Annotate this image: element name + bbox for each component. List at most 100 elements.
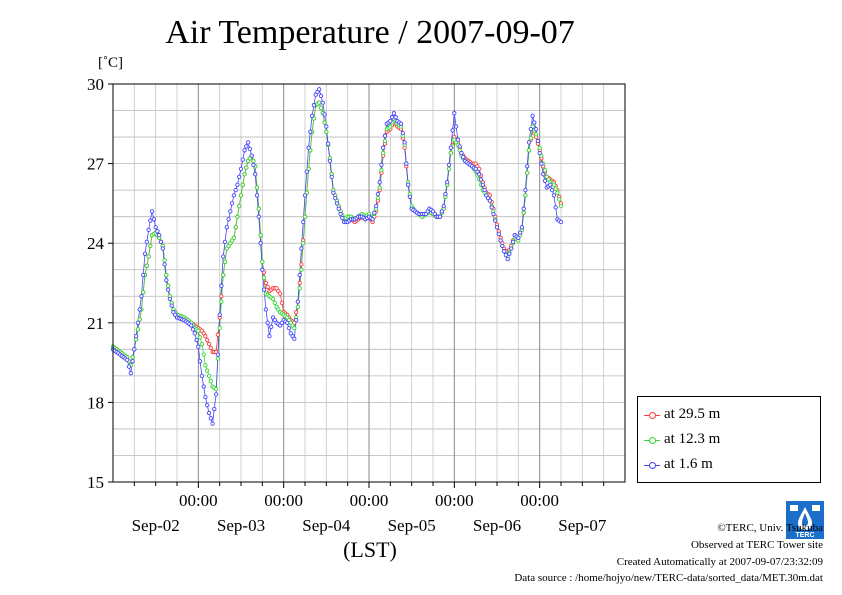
data-point <box>295 304 301 310</box>
data-point <box>382 138 388 144</box>
data-point <box>229 201 235 206</box>
data-point <box>407 194 413 199</box>
created-timestamp-text: Created Automatically at 2007-09-07/23:3… <box>616 556 823 568</box>
data-point <box>224 225 229 230</box>
data-point <box>297 280 302 286</box>
data-point <box>235 214 240 219</box>
data-point <box>489 205 494 210</box>
x-time-label: 00:00 <box>264 491 303 510</box>
data-point <box>242 148 247 153</box>
legend-label: at 1.6 m <box>664 456 713 472</box>
data-point <box>530 113 535 118</box>
data-point <box>164 278 169 283</box>
data-point <box>533 126 539 132</box>
data-point <box>144 263 149 268</box>
data-point <box>272 300 277 306</box>
data-point <box>253 172 258 177</box>
data-point <box>270 296 276 302</box>
data-point <box>165 287 171 292</box>
data-point <box>165 283 171 288</box>
data-point <box>208 345 213 351</box>
data-point <box>549 187 555 193</box>
data-point <box>205 368 210 373</box>
observed-site-text: Observed at TERC Tower site <box>690 539 823 551</box>
data-point <box>251 158 256 164</box>
data-point <box>370 217 375 222</box>
data-point <box>372 210 377 215</box>
data-point <box>219 294 224 299</box>
x-date-label: Sep-07 <box>558 516 607 535</box>
data-point <box>219 283 224 288</box>
data-point <box>558 203 564 209</box>
data-point <box>249 153 254 158</box>
data-point <box>240 157 245 162</box>
data-point <box>338 211 343 217</box>
data-point <box>261 287 267 292</box>
data-point <box>265 320 270 325</box>
data-point <box>516 235 521 241</box>
data-point <box>334 201 340 206</box>
y-tick-label: 15 <box>87 473 104 492</box>
x-date-label: Sep-03 <box>217 516 265 535</box>
data-point <box>553 186 558 191</box>
data-point <box>461 154 466 160</box>
data-point <box>237 203 242 209</box>
data-point <box>164 272 169 278</box>
data-point <box>157 233 162 238</box>
data-point <box>244 144 249 149</box>
data-point <box>306 145 311 150</box>
data-point <box>519 225 525 230</box>
data-point <box>375 191 381 197</box>
data-point <box>452 111 457 116</box>
data-point <box>505 256 510 262</box>
data-point <box>318 93 324 99</box>
data-point <box>135 320 141 325</box>
data-point <box>498 238 503 243</box>
x-time-label: 00:00 <box>179 491 218 510</box>
data-point <box>277 291 283 296</box>
data-point <box>189 323 194 328</box>
data-point <box>215 356 221 361</box>
data-point <box>446 162 452 168</box>
data-point <box>221 254 226 259</box>
data-point <box>388 124 393 129</box>
legend-marker <box>649 437 656 444</box>
y-tick-label: 21 <box>87 314 104 333</box>
data-point <box>205 402 210 408</box>
data-point <box>148 243 153 249</box>
data-point <box>340 215 345 221</box>
data-point <box>493 218 498 223</box>
legend-label: at 12.3 m <box>664 431 721 447</box>
data-point <box>130 359 135 364</box>
data-point <box>141 290 146 295</box>
data-point <box>377 185 382 190</box>
data-point <box>333 195 338 201</box>
data-point <box>299 262 304 267</box>
data-point <box>322 112 327 117</box>
data-point <box>221 272 226 278</box>
data-point <box>146 254 151 259</box>
data-point <box>217 312 222 317</box>
data-point <box>267 333 272 339</box>
data-point <box>158 239 164 245</box>
data-point <box>135 327 141 332</box>
data-point <box>510 239 516 245</box>
series-points <box>110 87 564 426</box>
data-point <box>199 373 205 379</box>
data-point <box>551 193 557 198</box>
data-point <box>373 203 379 209</box>
data-point <box>404 161 409 166</box>
data-point <box>537 150 542 156</box>
data-point <box>141 272 146 278</box>
data-point <box>532 120 537 125</box>
logo-text: TERC <box>795 532 814 539</box>
data-point <box>455 137 461 142</box>
data-point <box>453 124 459 129</box>
data-point <box>167 296 173 302</box>
data-point <box>521 206 526 211</box>
data-point <box>206 410 212 416</box>
data-point <box>331 190 336 195</box>
data-point <box>190 327 196 332</box>
x-date-label: Sep-05 <box>388 516 436 535</box>
